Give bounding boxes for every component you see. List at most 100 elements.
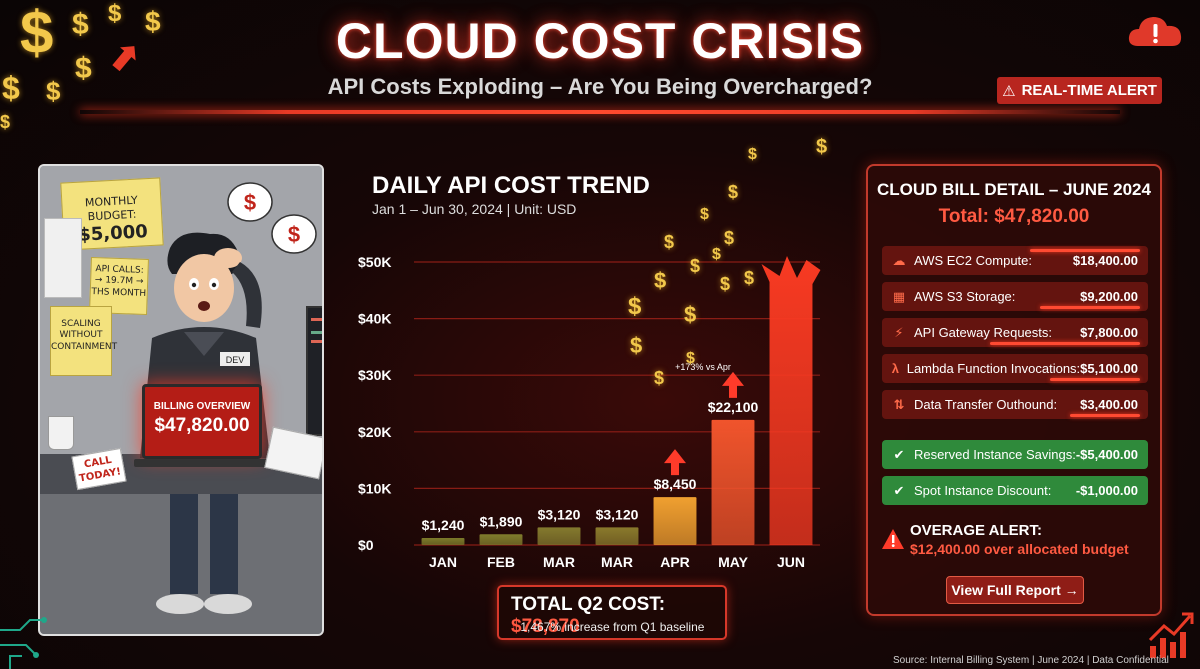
discount-amount: -$5,400.00 — [1075, 447, 1138, 462]
dollar-icon: $ — [712, 246, 721, 263]
up-arrow-icon: ↑ — [511, 620, 517, 634]
dollar-icon: $ — [46, 76, 61, 106]
y-tick-label: $0 — [358, 537, 374, 553]
laptop-billing-screen: BILLING OVERVIEW $47,820.00 — [142, 384, 262, 459]
dollar-icon: $ — [684, 302, 697, 327]
total-cost-label: TOTAL Q2 COST: — [511, 594, 666, 615]
y-tick-label: $10K — [358, 480, 391, 496]
bill-item-data-transfer: ⇅ Data Transfer Outhound: $3,400.00 — [882, 390, 1148, 419]
bill-title: CLOUD BILL DETAIL – JUNE 2024 — [877, 180, 1151, 199]
dollar-icon: $ — [720, 274, 731, 294]
page-subtitle: API Costs Exploding – Are You Being Over… — [327, 74, 873, 99]
bill-item-label: Data Transfer Outhound: — [914, 397, 1058, 412]
laptop-amount: $47,820.00 — [154, 415, 250, 436]
cloud-bill-detail-panel: CLOUD BILL DETAIL – JUNE 2024 Total: $47… — [866, 164, 1162, 616]
chart-subtitle: Jan 1 – Jun 30, 2024 | Unit: USD — [372, 201, 577, 217]
bill-item-ec2: ☁ AWS EC2 Compute: $18,400.00 — [882, 246, 1148, 275]
dollar-icon: $ — [75, 52, 92, 85]
circuit-icon — [0, 617, 47, 669]
dollar-icon: $ — [630, 333, 643, 358]
bar — [595, 527, 639, 545]
dollar-icon: $ — [816, 136, 828, 158]
total-cost-note: 1,467% increase from Q1 baseline — [520, 620, 705, 634]
bar-data-label: $3,120 — [596, 506, 639, 522]
bill-item-bar — [990, 342, 1140, 345]
bar-data-label: $22,100 — [708, 399, 759, 415]
cloud-icon: ☁ — [892, 252, 906, 268]
dollar-icon: $ — [728, 182, 739, 202]
svg-text:$: $ — [288, 222, 300, 247]
dollar-icon: $ — [654, 268, 667, 293]
view-full-report-button[interactable]: View Full Report → — [946, 576, 1084, 604]
bill-item-amount: $18,400.00 — [1072, 253, 1138, 268]
rising-chart-icon — [1148, 612, 1194, 658]
bill-item-bar — [1030, 249, 1140, 252]
x-tick-label: APR — [660, 554, 690, 570]
scaling-note-line: SCALING — [61, 319, 101, 329]
title-divider — [80, 110, 1120, 114]
paper-note — [44, 218, 82, 298]
bar-jun — [761, 256, 821, 545]
x-tick-label: JUN — [777, 554, 805, 570]
dollar-icon: $ — [748, 146, 757, 163]
dollar-icon: $ — [700, 206, 709, 223]
check-circle-icon: ✔ — [893, 482, 905, 498]
source-footnote: Source: Internal Billing System | June 2… — [893, 655, 1169, 666]
monitor — [306, 306, 322, 436]
dollar-icon: $ — [690, 256, 701, 276]
overage-alert-text: $12,400.00 over allocated budget — [910, 541, 1129, 557]
bill-item-api-gateway: ⚡ API Gateway Requests: $7,800.00 — [882, 318, 1148, 347]
check-icon: ✔ — [893, 446, 905, 462]
dollar-icon: $ — [2, 70, 20, 106]
bill-item-bar — [1070, 414, 1140, 417]
dollar-speech-bubbles: $ $ — [227, 182, 317, 254]
bill-total: Total: $47,820.00 — [938, 206, 1090, 227]
discount-spot-instance: ✔ Spot Instance Discount: -$1,000.00 — [882, 476, 1148, 505]
api-cost-bar-chart: $0 $10K $20K $30K $40K $50K $1,240 JAN $1,890 FEB… — [358, 254, 821, 570]
bill-item-label: AWS S3 Storage: — [914, 289, 1016, 304]
bar — [711, 419, 755, 545]
bill-item-bar — [1050, 378, 1140, 381]
warning-icon: ⚠ — [1002, 82, 1016, 100]
discount-reserved-instance: ✔ Reserved Instance Savings: -$5,400.00 — [882, 440, 1148, 469]
total-cost-line: TOTAL Q2 COST: $78,870 — [511, 594, 725, 638]
y-tick-label: $30K — [358, 367, 391, 383]
bill-item-amount: $5,100.00 — [1080, 361, 1138, 376]
total-q2-cost-box: TOTAL Q2 COST: $78,870 ↑ 1,467% increase… — [497, 585, 727, 640]
page-title: CLOUD COST CRISIS — [335, 13, 865, 69]
bill-item-lambda: λ Lambda Function Invocations: $5,100.00 — [882, 354, 1148, 383]
laptop-label: BILLING OVERVIEW — [153, 401, 251, 412]
total-cost-value: $78,870 — [511, 616, 580, 637]
dollar-icon: $ — [724, 228, 735, 248]
discount-amount: -$1,000.00 — [1075, 483, 1138, 498]
bill-item-amount: $7,800.00 — [1080, 325, 1138, 340]
dollar-icon: $ — [108, 0, 122, 27]
svg-text:$: $ — [244, 190, 256, 215]
total-cost-note-line: ↑ 1,467% increase from Q1 baseline — [511, 620, 704, 634]
scaling-note-line: WITHOUT — [59, 330, 103, 341]
y-tick-label: $50K — [358, 254, 391, 270]
laptop-base — [134, 459, 270, 467]
storage-icon: ▦ — [892, 288, 906, 304]
dev-badge-text: DEV — [226, 355, 245, 365]
cloud-alert-icon — [1128, 17, 1182, 46]
bolt-icon: ⚡ — [894, 324, 904, 340]
dollar-icon: $ — [145, 6, 161, 37]
x-tick-label: JAN — [429, 554, 457, 570]
coffee-mug — [48, 416, 74, 450]
bar-data-label: $1,240 — [422, 517, 465, 533]
dollar-icon: $ — [664, 232, 675, 252]
bill-item-label: Lambda Function Invocations: — [906, 361, 1081, 376]
bill-item-amount: $9,200.00 — [1080, 289, 1138, 304]
bar-data-label: $1,890 — [480, 513, 523, 529]
up-arrow-icon — [722, 371, 744, 398]
alert-badge-label: REAL-TIME ALERT — [1021, 82, 1157, 99]
overage-alert-title: OVERAGE ALERT: — [910, 522, 1042, 539]
bar — [421, 537, 465, 545]
bill-item-s3: ▦ AWS S3 Storage: $9,200.00 — [882, 282, 1148, 311]
lambda-icon: λ — [891, 361, 899, 376]
stressed-developer-illustration: MONTHLY BUDGET: $5,000 API CALLS: → 19.7… — [38, 164, 324, 636]
y-tick-label: $40K — [358, 311, 391, 327]
real-time-alert-badge: ⚠ REAL-TIME ALERT — [997, 77, 1162, 104]
bill-item-amount: $3,400.00 — [1080, 397, 1138, 412]
